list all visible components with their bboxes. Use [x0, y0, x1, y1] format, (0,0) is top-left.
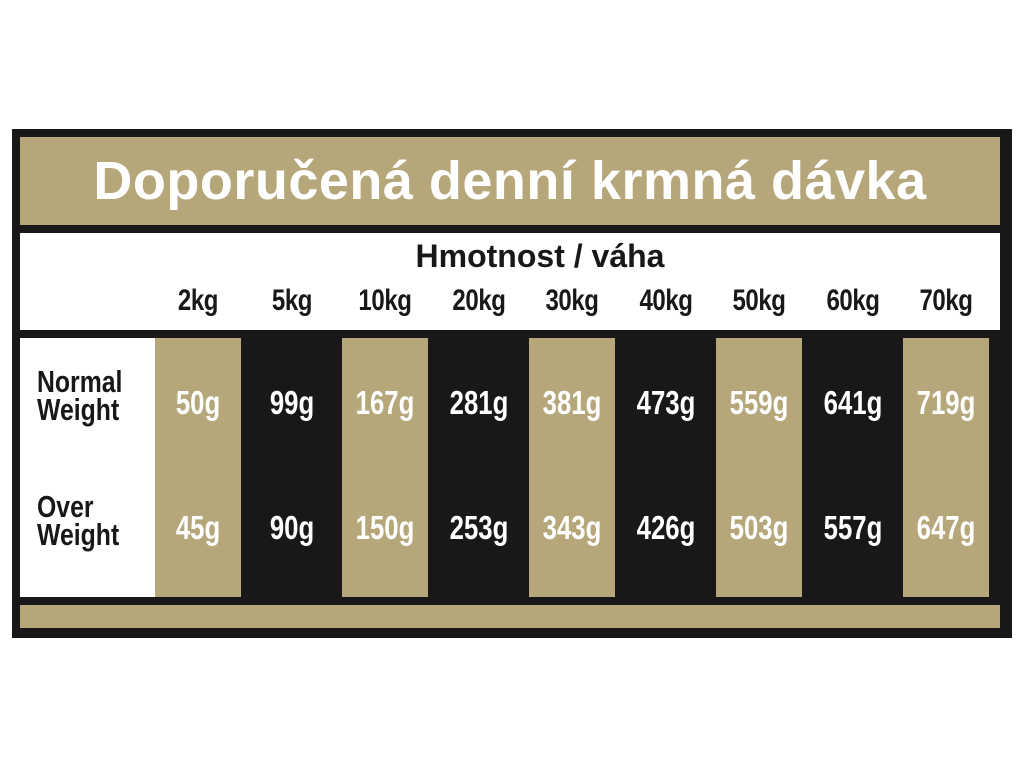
- value-cell: 253g: [449, 509, 508, 546]
- value-cell: 167g: [355, 384, 415, 421]
- value-cell: 45g: [175, 509, 221, 546]
- value-cell: 281g: [449, 384, 508, 421]
- column-background: [435, 338, 522, 597]
- value-cell: 50g: [175, 384, 221, 421]
- column-header: 20kg: [451, 284, 506, 317]
- header-band: [20, 233, 1000, 330]
- column-background: [903, 338, 989, 597]
- value-cell: 641g: [823, 384, 882, 421]
- column-background: [622, 338, 709, 597]
- value-cell: 473g: [636, 384, 695, 421]
- value-cell: 381g: [542, 384, 602, 421]
- value-cell: 719g: [916, 384, 976, 421]
- column-background: [155, 338, 241, 597]
- label-column: [20, 338, 155, 597]
- value-cell: 559g: [729, 384, 789, 421]
- value-cell: 343g: [542, 509, 602, 546]
- column-background: [809, 338, 896, 597]
- value-cell: 99g: [269, 384, 314, 421]
- column-background: [248, 338, 335, 597]
- value-cell: 150g: [355, 509, 415, 546]
- value-cell: 426g: [636, 509, 695, 546]
- column-header: 60kg: [825, 284, 880, 317]
- column-header: 30kg: [545, 284, 599, 317]
- value-cell: 90g: [269, 509, 314, 546]
- column-background: [342, 338, 428, 597]
- bottom-band: [20, 605, 1000, 628]
- value-cell: 503g: [729, 509, 789, 546]
- title: Doporučená denní krmná dávka: [20, 137, 1000, 225]
- value-cell: 557g: [823, 509, 882, 546]
- header-label: Hmotnost / váha: [415, 238, 665, 274]
- column-header: 70kg: [919, 284, 973, 317]
- row-label: Normal Weight: [37, 364, 123, 427]
- column-header: 5kg: [271, 284, 312, 317]
- column-background: [529, 338, 615, 597]
- column-header: 10kg: [358, 284, 412, 317]
- column-header: 40kg: [638, 284, 693, 317]
- row-label: Over Weight: [37, 489, 120, 552]
- value-cell: 647g: [916, 509, 976, 546]
- column-header: 2kg: [177, 284, 219, 317]
- column-header: 50kg: [732, 284, 786, 317]
- column-background: [716, 338, 802, 597]
